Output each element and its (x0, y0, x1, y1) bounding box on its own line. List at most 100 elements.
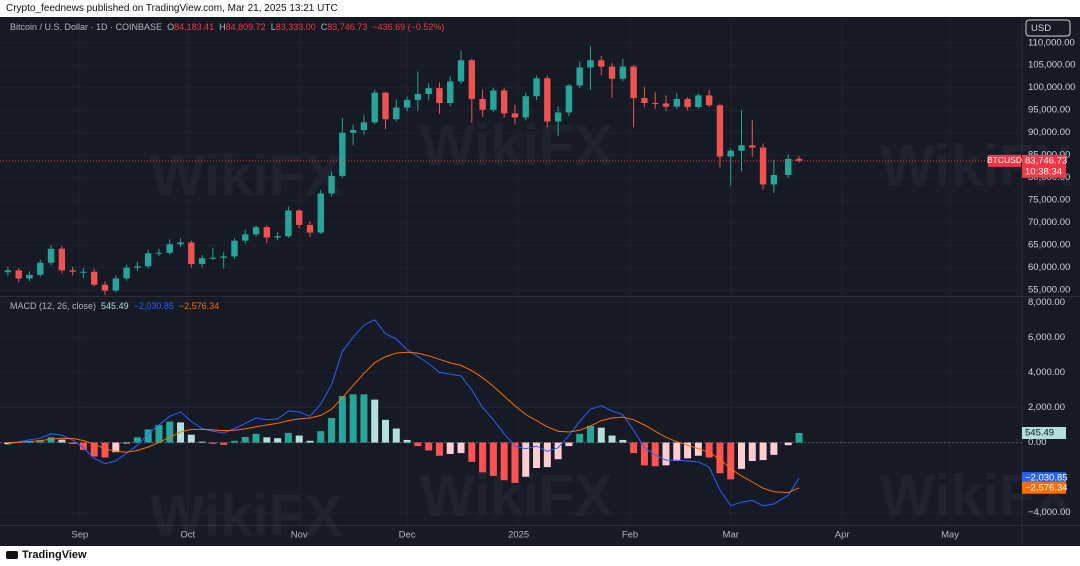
candle-body (565, 85, 573, 113)
macd-histogram-bar (597, 427, 605, 443)
symbol-tag-box (988, 154, 1021, 167)
x-tick-label: May (941, 530, 959, 541)
candle-body (220, 256, 227, 258)
x-tick-label: Nov (291, 530, 308, 541)
y-tick-label: 95,000.00 (1028, 105, 1070, 116)
candle-body (80, 271, 87, 273)
currency-box (1025, 19, 1071, 37)
candle-body (457, 60, 465, 82)
candle-body (26, 274, 33, 279)
macd-histogram-bar (576, 433, 584, 443)
candle-body (134, 266, 141, 268)
macd-histogram-bar (47, 437, 55, 443)
last-value-box (1022, 427, 1066, 440)
candle-body (490, 90, 497, 110)
macd-histogram-bar (317, 431, 325, 443)
candle-body (371, 92, 378, 123)
candle-body (295, 210, 303, 225)
symbol-tag: BTCUSD (987, 155, 1022, 165)
y-tick-label: 110,000.00 (1028, 37, 1075, 48)
candle-body (37, 262, 44, 275)
macd-histogram-bar (608, 435, 616, 443)
candle-body (91, 271, 98, 285)
macd-histogram-bar (414, 442, 422, 447)
candle-body (522, 96, 529, 118)
macd-histogram-bar (403, 439, 411, 443)
y-tick-label: 70,000.00 (1028, 217, 1070, 228)
y-tick-label: 75,000.00 (1028, 195, 1070, 206)
candle-body (587, 60, 594, 68)
candle-body (285, 210, 292, 237)
candle-body (544, 78, 551, 122)
macd-histogram-bar (230, 440, 238, 443)
candle-body (749, 145, 756, 148)
x-tick-label: Oct (180, 530, 195, 541)
y-tick-label: 65,000.00 (1028, 240, 1070, 251)
countdown-label: 10:38:34 (1025, 166, 1062, 177)
macd-histogram-bar (554, 442, 562, 460)
macd-histogram-bar (187, 434, 195, 443)
macd-histogram-bar (58, 439, 66, 443)
ohlc-value: 84,183.41 (174, 22, 215, 32)
ohlc-value: 83,333.00 (275, 22, 316, 32)
candle-body (198, 258, 206, 265)
candle-body (716, 105, 724, 157)
candle-body (317, 193, 324, 233)
candle-body (705, 95, 713, 106)
x-tick-label: Mar (723, 530, 739, 541)
candle-body (209, 257, 217, 259)
macd-histogram-bar (306, 440, 314, 443)
macd-histogram-bar (673, 442, 681, 461)
y-tick-label: 8,000.00 (1028, 297, 1065, 308)
ohlc-letter: O (167, 22, 175, 32)
candle-body (436, 88, 443, 104)
macd-histogram-bar (241, 436, 249, 443)
candle-body (652, 103, 659, 105)
candle-body (69, 270, 76, 272)
last-value-label: 545.49 (1025, 428, 1054, 439)
macd-histogram-bar (543, 442, 551, 468)
macd-line (7, 319, 800, 507)
candle-body (662, 103, 670, 107)
watermark: WikiFX (150, 483, 343, 546)
macd-histogram-bar (252, 433, 260, 443)
candle-body (339, 132, 346, 176)
symbol-title: Bitcoin / U.S. Dollar · 1D · COINBASE (10, 22, 163, 32)
candle-body (425, 88, 432, 95)
candle-body (641, 98, 648, 104)
watermark: WikiFX (150, 143, 343, 208)
footer-logo: TradingView (22, 549, 87, 561)
macd-histogram-value: 545.49 (101, 301, 129, 311)
signal-line-value: −2,576.34 (178, 301, 220, 311)
y-tick-label: 105,000.00 (1028, 60, 1076, 71)
candle-body (738, 145, 745, 151)
x-tick-label: Sep (71, 530, 88, 541)
macd-histogram-bar (619, 439, 627, 443)
macd-histogram-bar (166, 421, 174, 443)
macd-histogram-bar (586, 425, 594, 443)
macd-histogram-bar (133, 437, 141, 443)
macd-histogram-bar (446, 442, 454, 454)
macd-histogram-bar (716, 442, 724, 474)
candle-body (447, 81, 454, 104)
candle-body (177, 242, 184, 245)
candle-body (468, 60, 476, 99)
macd-histogram-bar (457, 442, 465, 454)
candle-body (58, 248, 66, 271)
macd-histogram-bar (69, 442, 77, 444)
macd-histogram-bar (112, 442, 120, 453)
last-price-box (1022, 154, 1066, 178)
y-tick-label: 90,000.00 (1028, 127, 1070, 138)
macd-histogram-bar (511, 442, 519, 483)
y-tick-label: 60,000.00 (1028, 262, 1070, 273)
macd-histogram-bar (123, 442, 131, 444)
candle-body (479, 98, 486, 110)
candle-body (360, 122, 368, 131)
last-value-label: −2,576.34 (1025, 482, 1068, 493)
macd-histogram-bar (489, 442, 497, 476)
x-tick-label: Apr (835, 530, 850, 541)
candle-body (598, 60, 605, 67)
candle-body (795, 158, 803, 161)
macd-line (7, 351, 800, 494)
logo-icon (6, 551, 18, 559)
